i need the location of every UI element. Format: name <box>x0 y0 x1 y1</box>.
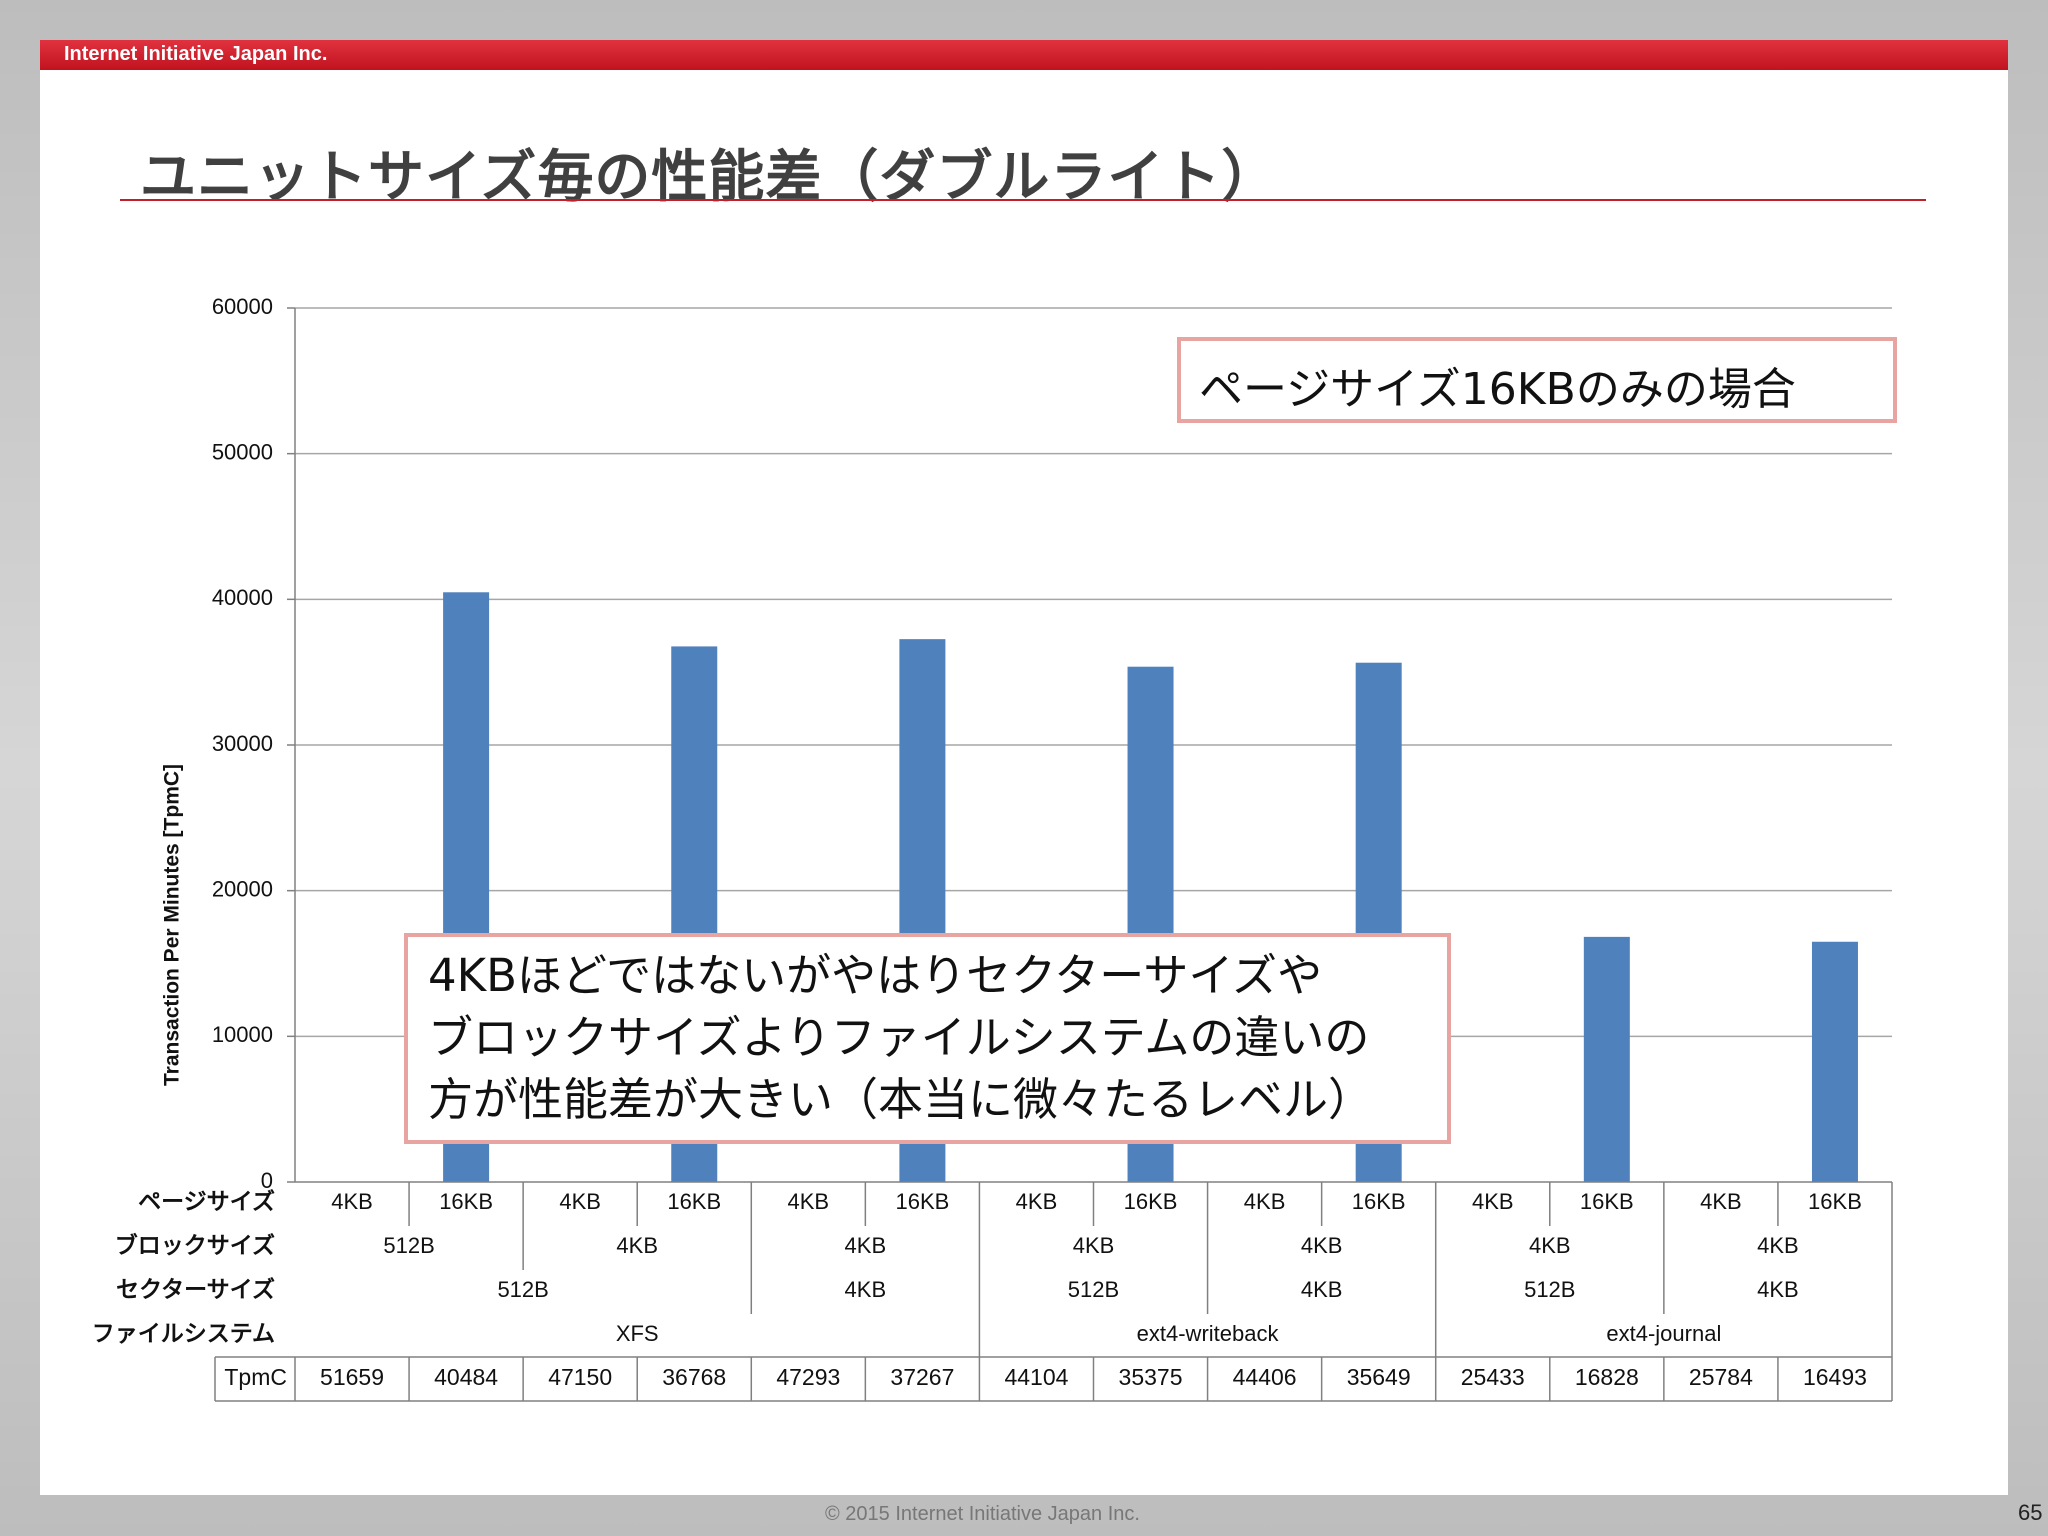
y-tick-label: 30000 <box>212 731 273 756</box>
callout-line-1: 4KBほどではないがやはりセクターサイズや <box>428 949 1323 1002</box>
tpmc-value: 44406 <box>1233 1364 1297 1390</box>
y-tick-label: 0 <box>261 1168 273 1193</box>
page-size-label: 4KB <box>1016 1189 1058 1214</box>
sector-size-label: 4KB <box>845 1277 887 1302</box>
header-band: Internet Initiative Japan Inc. <box>40 40 2008 70</box>
page-size-label: 16KB <box>1352 1189 1406 1214</box>
callout-line-3: 方が性能差が大きい（本当に微々たるレベル） <box>428 1073 1374 1126</box>
page-size-label: 16KB <box>667 1189 721 1214</box>
page-size-label: 16KB <box>439 1189 493 1214</box>
page-size-label: 16KB <box>1808 1189 1862 1214</box>
footer-copyright: © 2015 Internet Initiative Japan Inc. <box>825 1503 1140 1525</box>
title-underline <box>120 199 1926 201</box>
tpmc-value: 37267 <box>890 1364 954 1390</box>
page-size-label: 16KB <box>895 1189 949 1214</box>
sector-size-label: 512B <box>1068 1277 1119 1302</box>
bar <box>1583 936 1630 1182</box>
block-size-label: 512B <box>383 1233 434 1258</box>
page-size-label: 4KB <box>331 1189 373 1214</box>
company-name: Internet Initiative Japan Inc. <box>64 43 328 65</box>
block-size-label: 4KB <box>845 1233 887 1258</box>
page-size-label: 4KB <box>1244 1189 1286 1214</box>
sector-size-label: 4KB <box>1757 1277 1799 1302</box>
sector-size-label: 512B <box>1524 1277 1575 1302</box>
filesystem-label: XFS <box>616 1321 659 1346</box>
row-label: ブロックサイズ <box>115 1232 275 1258</box>
block-size-label: 4KB <box>1529 1233 1571 1258</box>
row-label: ファイルシステム <box>92 1320 275 1346</box>
sector-size-label: 512B <box>497 1277 548 1302</box>
tpmc-value: 25433 <box>1461 1364 1525 1390</box>
block-size-label: 4KB <box>1757 1233 1799 1258</box>
tpmc-value: 51659 <box>320 1364 384 1390</box>
y-tick-label: 20000 <box>212 876 273 901</box>
y-tick-label: 60000 <box>212 294 273 319</box>
tpmc-value: 47293 <box>776 1364 840 1390</box>
tpmc-value: 47150 <box>548 1364 612 1390</box>
page-size-label: 16KB <box>1124 1189 1178 1214</box>
page-number: 65 <box>2018 1500 2043 1525</box>
page-size-label: 4KB <box>1700 1189 1742 1214</box>
tpmc-value: 35375 <box>1119 1364 1183 1390</box>
sector-size-label: 4KB <box>1301 1277 1343 1302</box>
callout-conclusion: 4KBほどではないがやはりセクターサイズや ブロックサイズよりファイルシステムの… <box>404 933 1451 1144</box>
filesystem-label: ext4-writeback <box>1137 1321 1280 1346</box>
tpmc-value: 16828 <box>1575 1364 1639 1390</box>
block-size-label: 4KB <box>1301 1233 1343 1258</box>
block-size-label: 4KB <box>1073 1233 1115 1258</box>
block-size-label: 4KB <box>616 1233 658 1258</box>
row-label: セクターサイズ <box>116 1276 275 1302</box>
y-tick-label: 50000 <box>212 439 273 464</box>
page-size-label: 4KB <box>559 1189 601 1214</box>
bar <box>1811 941 1858 1182</box>
page-size-label: 4KB <box>788 1189 830 1214</box>
filesystem-label: ext4-journal <box>1606 1321 1721 1346</box>
callout-line-2: ブロックサイズよりファイルシステムの違いの <box>428 1011 1370 1064</box>
tpmc-value: 35649 <box>1347 1364 1411 1390</box>
page-size-label: 4KB <box>1472 1189 1514 1214</box>
y-axis-label: Transaction Per Minutes [TpmC] <box>161 764 184 1086</box>
tpmc-value: 44104 <box>1004 1364 1068 1390</box>
callout-page-size-16kb: ページサイズ16KBのみの場合 <box>1177 337 1897 423</box>
y-tick-label: 10000 <box>212 1022 273 1047</box>
row-label-tpmc: TpmC <box>224 1364 287 1390</box>
slide: Internet Initiative Japan Inc. ユニットサイズ毎の… <box>40 40 2008 1495</box>
tpmc-value: 36768 <box>662 1364 726 1390</box>
row-label: ページサイズ <box>138 1188 275 1214</box>
tpmc-value: 40484 <box>434 1364 498 1390</box>
y-tick-label: 40000 <box>212 585 273 610</box>
page-size-label: 16KB <box>1580 1189 1634 1214</box>
tpmc-value: 16493 <box>1803 1364 1867 1390</box>
tpmc-value: 25784 <box>1689 1364 1753 1390</box>
